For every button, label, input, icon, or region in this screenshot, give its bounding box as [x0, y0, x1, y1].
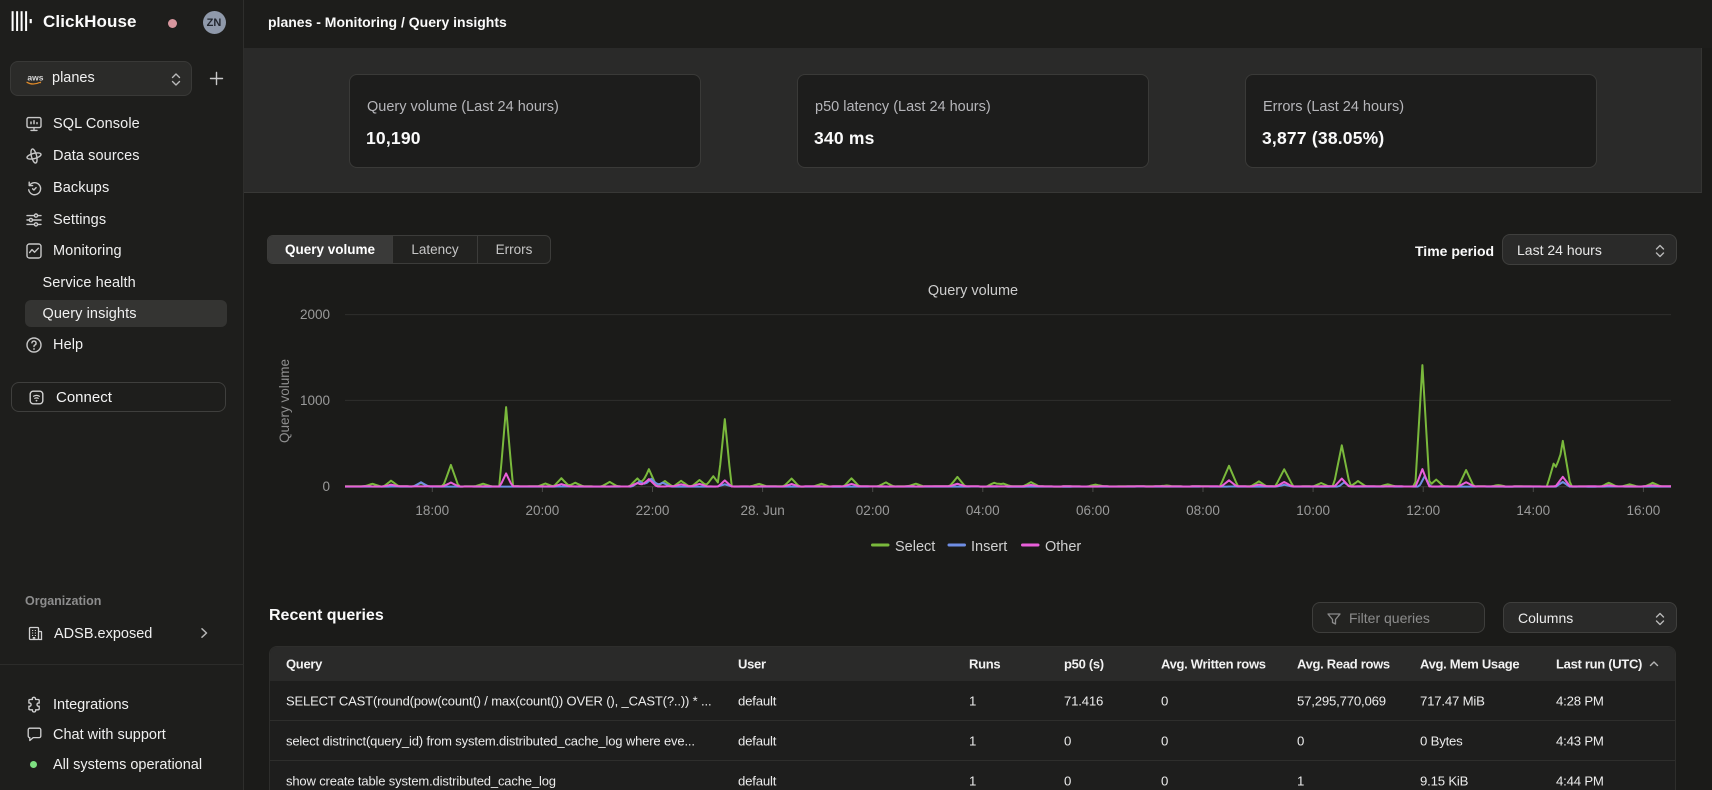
svg-text:28. Jun: 28. Jun: [740, 503, 784, 518]
svg-text:1000: 1000: [300, 393, 330, 408]
svg-text:2000: 2000: [300, 307, 330, 322]
svg-text:02:00: 02:00: [856, 503, 890, 518]
svg-text:Query volume: Query volume: [277, 359, 292, 443]
svg-text:14:00: 14:00: [1516, 503, 1550, 518]
svg-text:20:00: 20:00: [526, 503, 560, 518]
svg-text:Query volume: Query volume: [928, 283, 1018, 299]
svg-text:10:00: 10:00: [1296, 503, 1330, 518]
svg-text:12:00: 12:00: [1406, 503, 1440, 518]
svg-text:Other: Other: [1045, 539, 1081, 555]
svg-text:08:00: 08:00: [1186, 503, 1220, 518]
svg-text:18:00: 18:00: [415, 503, 449, 518]
svg-text:0: 0: [322, 479, 330, 494]
svg-text:22:00: 22:00: [636, 503, 670, 518]
svg-text:16:00: 16:00: [1627, 503, 1661, 518]
svg-text:Select: Select: [895, 539, 935, 555]
svg-text:aws: aws: [27, 73, 43, 83]
svg-text:Insert: Insert: [971, 539, 1007, 555]
svg-text:04:00: 04:00: [966, 503, 1000, 518]
svg-text:06:00: 06:00: [1076, 503, 1110, 518]
